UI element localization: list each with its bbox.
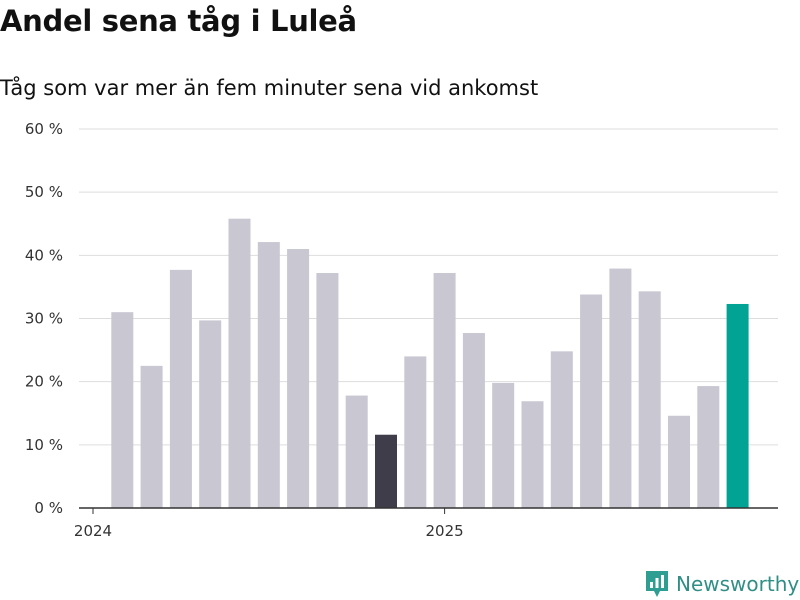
bar-2024-08: [287, 249, 310, 508]
y-tick-label: 60 %: [25, 120, 63, 138]
y-tick-label: 30 %: [25, 310, 63, 328]
bar-2024-04: [169, 269, 192, 508]
brand-name: Newsworthy: [676, 572, 800, 596]
x-tick-label: 2024: [74, 522, 112, 540]
y-tick-label: 0 %: [34, 499, 63, 517]
bar-2025-08: [638, 291, 661, 508]
bar-2025-04: [521, 401, 544, 508]
bar-2024-10: [345, 395, 368, 508]
bar-2024-12: [404, 356, 427, 508]
axis-layer: 0 % 10 % 20 % 30 % 40 % 50 % 60 % 2024 2025: [25, 120, 778, 540]
bar-2024-02: [111, 312, 134, 508]
bar-chart: 0 % 10 % 20 % 30 % 40 % 50 % 60 % 2024 2025: [25, 120, 778, 540]
bar-2025-11: [726, 303, 749, 508]
bar-2025-06: [580, 294, 603, 508]
bar-2025-10: [697, 386, 720, 508]
y-tick-label: 20 %: [25, 373, 63, 391]
bar-2025-03: [492, 382, 515, 508]
bar-2024-09: [316, 273, 339, 508]
chart-title: Andel sena tåg i Luleå: [0, 4, 357, 38]
bar-2024-11: [375, 434, 397, 508]
y-tick-label: 40 %: [25, 246, 63, 264]
bar-2025-09: [668, 415, 690, 508]
bar-2024-07: [257, 242, 280, 508]
brand-logo: Newsworthy: [644, 569, 799, 599]
newsworthy-icon: [646, 571, 668, 597]
chart-subtitle: Tåg som var mer än fem minuter sena vid …: [0, 76, 539, 100]
y-tick-label: 50 %: [25, 183, 63, 201]
x-tick-label: 2025: [426, 522, 464, 540]
grid-layer: [79, 128, 778, 446]
bar-2025-07: [609, 268, 632, 508]
bar-layer: [111, 218, 749, 509]
bar-2025-01: [433, 273, 456, 508]
bar-2025-02: [462, 333, 485, 508]
bar-2025-05: [550, 351, 573, 508]
bar-2024-05: [199, 320, 222, 508]
y-tick-label: 10 %: [25, 436, 63, 454]
bar-2024-03: [140, 365, 163, 508]
bar-2024-06: [228, 218, 251, 509]
